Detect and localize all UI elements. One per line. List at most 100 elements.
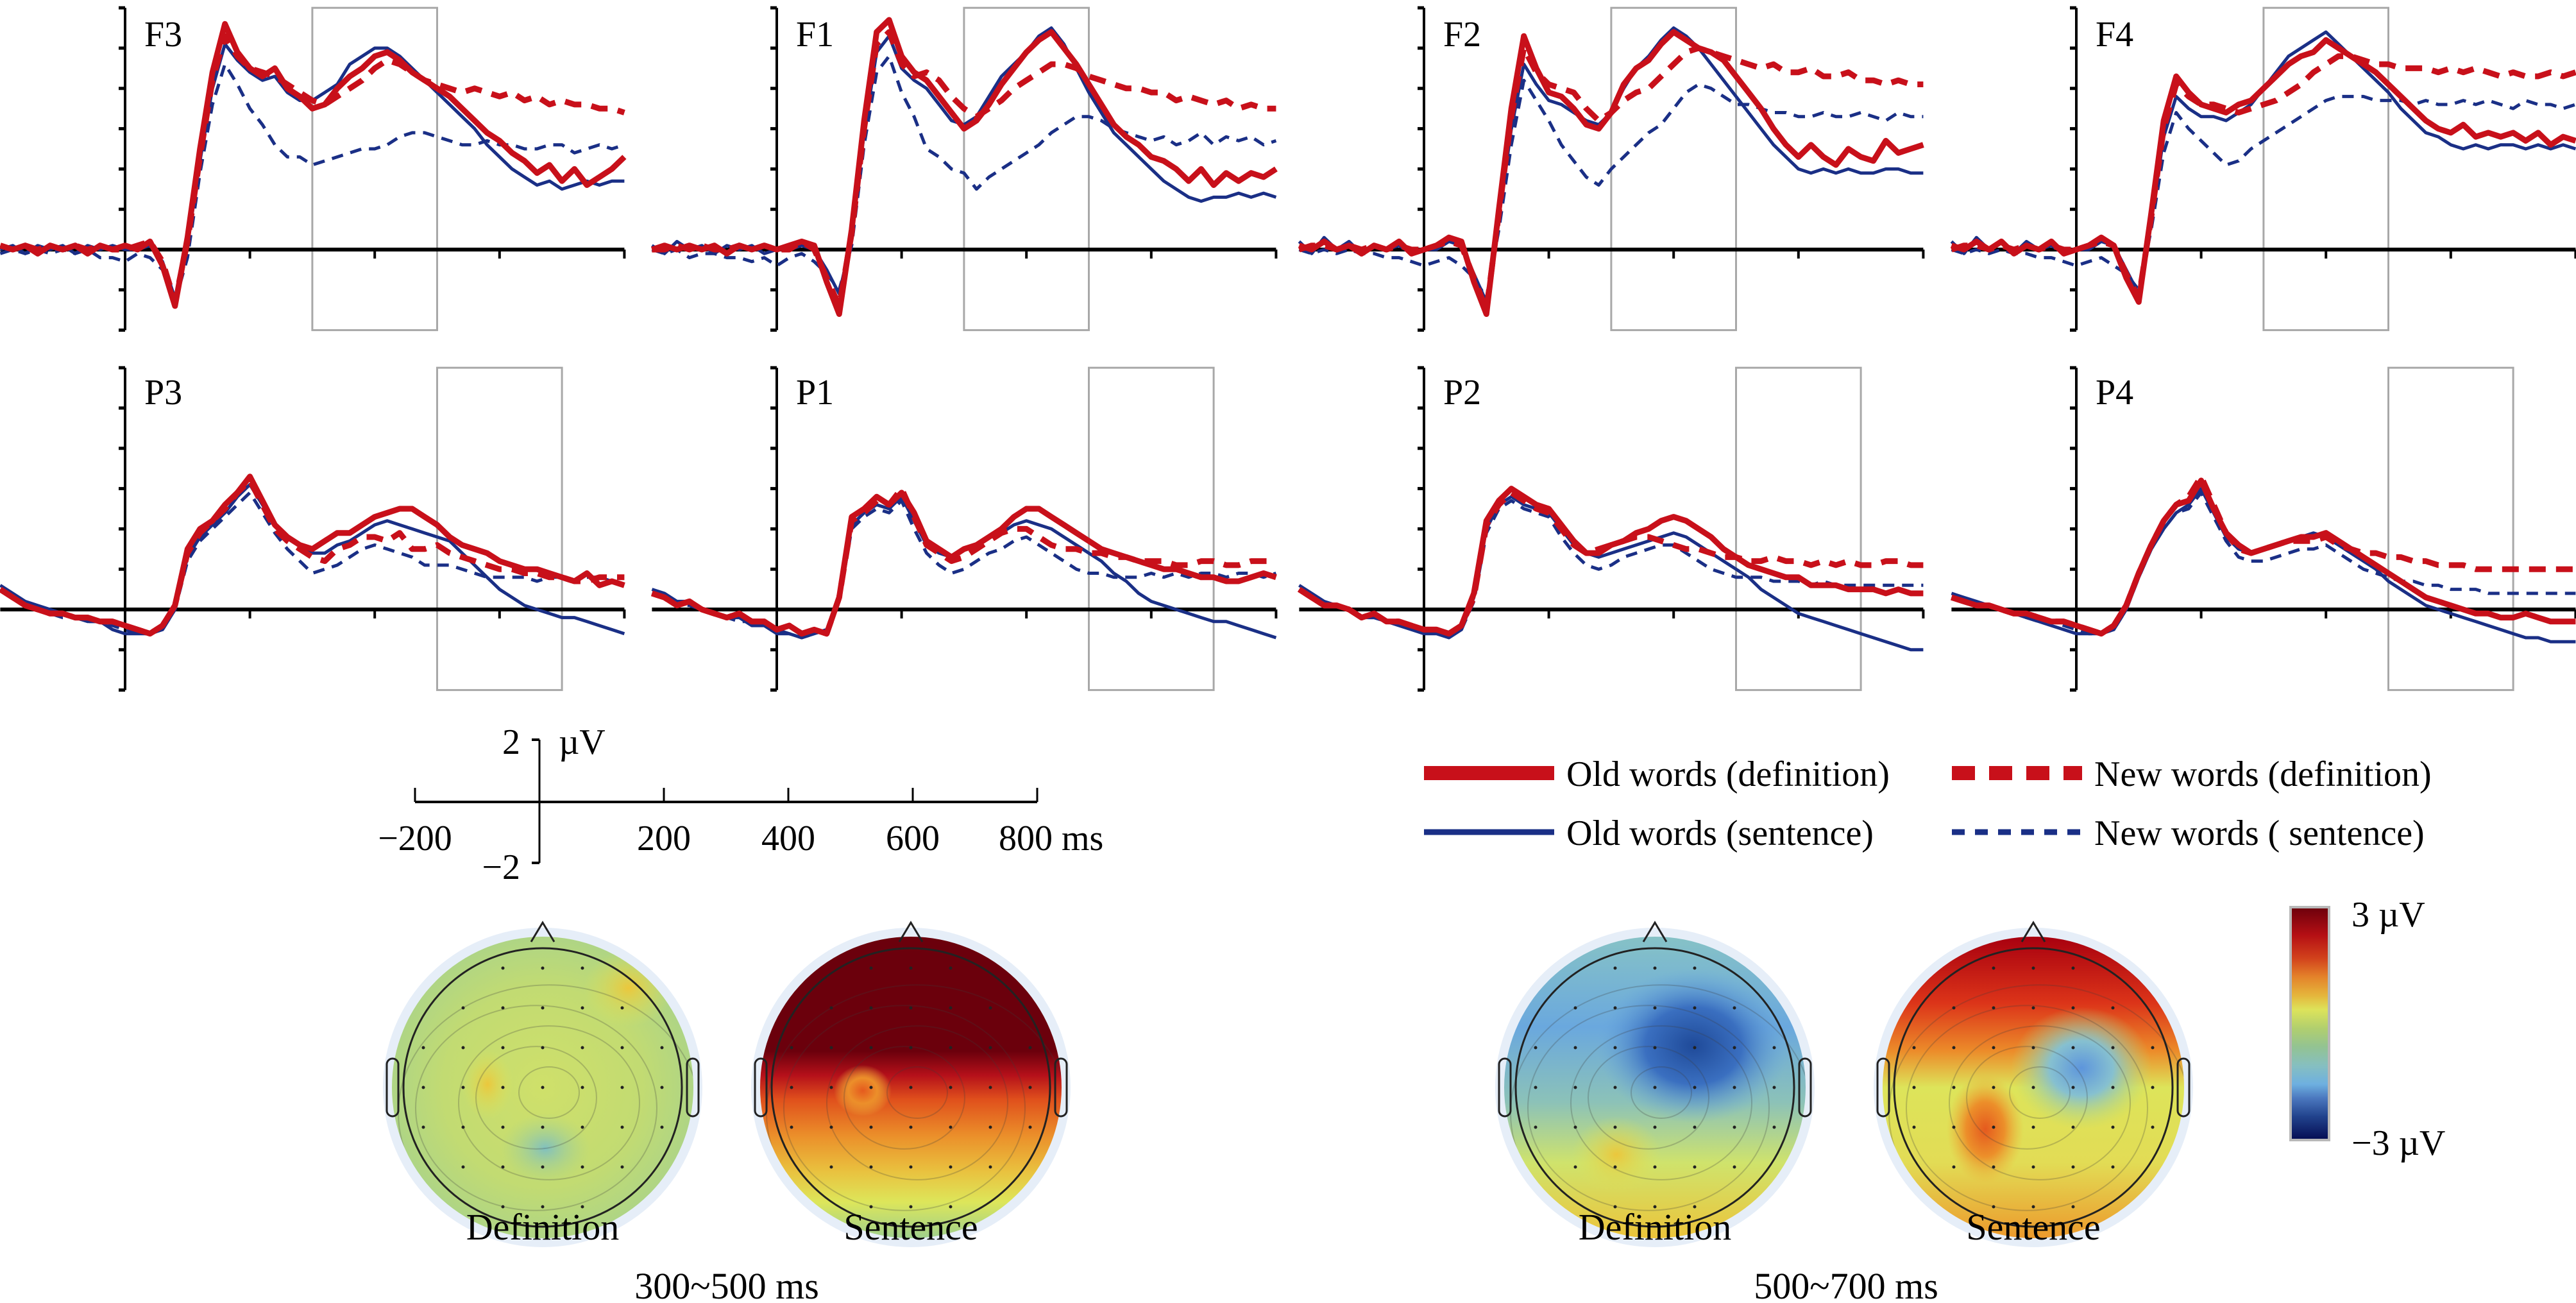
topomap-fill [392, 937, 693, 1238]
electrode-dot [501, 1125, 505, 1129]
electrode-dot [461, 1165, 465, 1169]
electrode-dot [869, 1205, 873, 1209]
left-ear [754, 1057, 768, 1118]
electrode-dot [461, 1125, 465, 1129]
electrode-dot [1952, 1086, 1956, 1089]
panel-f4: F4 [1950, 6, 2576, 332]
trace-new-sen [1298, 498, 1924, 636]
colorbar-min-label: −3 µV [2351, 1123, 2445, 1163]
head-outline [1514, 947, 1795, 1228]
electrode-dot [1733, 1125, 1736, 1129]
time-window-label: 500~700 ms [1754, 1265, 1938, 1303]
topomap-blob [462, 1049, 513, 1120]
left-ear [1876, 1057, 1890, 1118]
electrode-dot [501, 1205, 505, 1209]
electrode-label: P3 [144, 373, 182, 413]
topomap-blob [834, 1065, 892, 1116]
right-ear [1798, 1057, 1812, 1118]
electrode-dot [580, 966, 584, 970]
legend-label: Old words (definition) [1566, 754, 1890, 794]
electrode-dot [2151, 1046, 2155, 1050]
electrode-dot [1992, 966, 1996, 970]
legend-item-old-sen: Old words (sentence) [1424, 813, 1874, 853]
scale-x-tick-label: 400 [761, 819, 815, 858]
electrode-dot [1613, 1205, 1617, 1209]
electrode-dot [909, 1086, 913, 1089]
contour-line [1588, 1046, 1709, 1150]
legend-label: New words ( sentence) [2094, 813, 2425, 853]
electrode-dot [909, 1046, 913, 1050]
scale-x-tick-label: 800 ms [999, 819, 1103, 858]
panel-f2: F2 [1298, 6, 1925, 332]
electrode-dot [1613, 1006, 1617, 1010]
trace-new-sen [1951, 94, 2576, 292]
electrode-dot [909, 1006, 913, 1010]
trace-new-sen [651, 498, 1277, 640]
electrode-dot [1772, 1086, 1776, 1089]
electrode-dot [1613, 1165, 1617, 1169]
trace-old-def [1297, 486, 1924, 637]
topomap-condition-label: Sentence [1966, 1206, 2100, 1248]
electrode-dot [580, 1125, 584, 1129]
contour-line [458, 1025, 640, 1180]
topomap-fill [1504, 937, 1806, 1238]
electrode-dot [829, 1165, 833, 1169]
trace-new-def [1297, 490, 1924, 637]
electrode-dot [580, 1165, 584, 1169]
electrode-dot [949, 1086, 953, 1089]
nose [530, 921, 555, 942]
analysis-window [1735, 366, 1862, 692]
contour-line [1570, 1025, 1752, 1180]
electrode-dot [1573, 1086, 1577, 1089]
electrode-dot [2151, 1086, 2155, 1089]
analysis-window [963, 6, 1090, 332]
contour-line [1906, 1005, 2148, 1211]
electrode-dot [1992, 1046, 1996, 1050]
electrode-dot [501, 1006, 505, 1010]
electrode-dot [2071, 1046, 2075, 1050]
electrode-dot [949, 1006, 953, 1010]
electrode-dot [1952, 1165, 1956, 1169]
legend-item-old-def: Old words (definition) [1424, 754, 1890, 794]
electrode-dot [988, 1086, 992, 1089]
scale-x-tick-label: −200 [378, 819, 452, 858]
electrode-dot [949, 1125, 953, 1129]
electrode-dot [1534, 1125, 1538, 1129]
electrode-dot [1613, 1046, 1617, 1050]
panel-p2: P2 [1297, 366, 1925, 692]
electrode-dot [2031, 1165, 2035, 1169]
contour-line [1949, 1025, 2131, 1180]
electrode-dot [1613, 1125, 1617, 1129]
electrode-dot [421, 1046, 425, 1050]
electrode-dot [1693, 1165, 1697, 1169]
electrode-dot [1992, 1205, 1996, 1209]
trace-old-def [1951, 37, 2576, 305]
electrode-dot [1733, 1165, 1736, 1169]
head-outline [1893, 947, 2174, 1228]
electrode-dot [620, 1006, 624, 1010]
left-ear [1498, 1057, 1512, 1118]
electrode-dot [790, 1086, 793, 1089]
electrode-dot [1952, 1125, 1956, 1129]
legend-item-new-def: New words (definition) [1952, 754, 2432, 794]
electrode-dot [1653, 1086, 1657, 1089]
electrode-label: P4 [2096, 373, 2133, 413]
electrode-dot [1573, 1006, 1577, 1010]
electrode-dot [988, 1006, 992, 1010]
contour-line [1527, 1005, 1770, 1211]
electrode-dot [1693, 966, 1697, 970]
electrode-dot [909, 1165, 913, 1169]
electrode-dot [2151, 1125, 2155, 1129]
analysis-window [2387, 366, 2514, 692]
electrode-dot [988, 1125, 992, 1129]
panel-p4: P4 [1951, 366, 2576, 692]
electrode-dot [869, 1086, 873, 1089]
electrode-dot [2031, 1205, 2035, 1209]
electrode-dot [541, 1165, 545, 1169]
electrode-dot [541, 1205, 545, 1209]
electrode-dot [2031, 1125, 2035, 1129]
electrode-dot [461, 1086, 465, 1089]
electrode-dot [2071, 966, 2075, 970]
electrode-dot [501, 1086, 505, 1089]
trace-old-def [1298, 29, 1924, 317]
